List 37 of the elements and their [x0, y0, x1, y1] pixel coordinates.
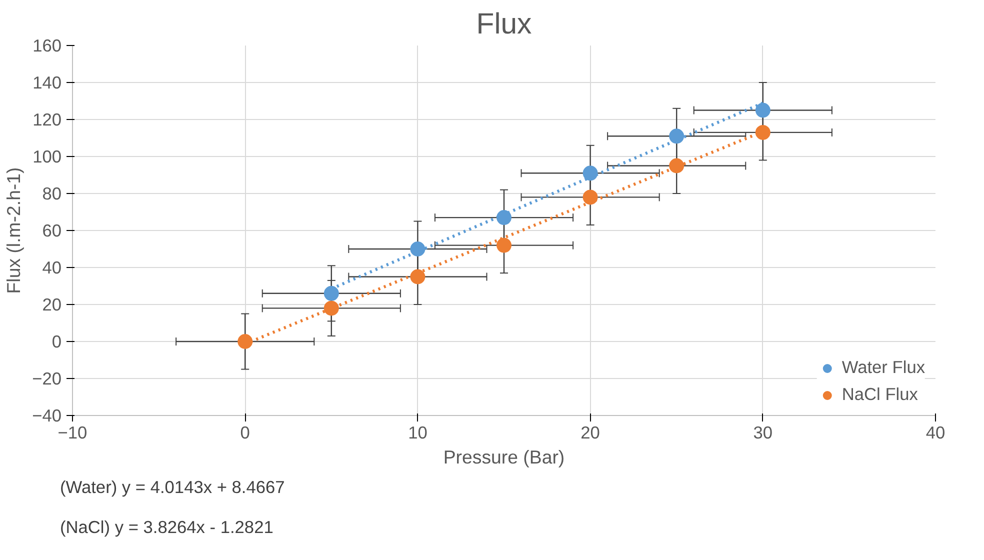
point [669, 128, 684, 144]
point [582, 190, 598, 205]
y-tick-label: 60 [42, 220, 62, 240]
point [755, 124, 770, 140]
point [324, 286, 339, 301]
x-tick-label: 10 [408, 422, 428, 442]
point [669, 158, 684, 174]
y-tick-label: 40 [42, 258, 62, 278]
y-tick-label: −20 [32, 368, 62, 388]
x-tick-label: −10 [58, 422, 88, 442]
y-tick-label: 160 [32, 36, 62, 56]
legend-label: Water Flux [842, 357, 925, 378]
y-tick-label: 140 [32, 72, 62, 92]
text: (NaCl) y = 3.8264x - 1.2821 [60, 516, 274, 539]
point [324, 300, 339, 316]
x-tick-label: 20 [580, 422, 600, 442]
point [410, 242, 426, 256]
y-tick-label: 100 [32, 146, 62, 166]
x-tick-label: 0 [240, 422, 250, 442]
x-tick-label: 40 [926, 422, 946, 442]
x-tick-label: 30 [753, 422, 773, 442]
text: (Water) y = 4.0143x + 8.4667 [60, 476, 285, 499]
chart-title: Flux [476, 8, 532, 40]
point [582, 166, 598, 181]
y-axis-title: Flux (l.m-2.h-1) [3, 167, 24, 294]
y-tick-label: 0 [52, 332, 62, 352]
point [755, 102, 770, 118]
legend-label: NaCl Flux [842, 384, 918, 405]
y-tick-label: 80 [42, 184, 62, 204]
point [496, 210, 512, 226]
y-tick-label: 20 [42, 294, 62, 314]
point [238, 334, 253, 349]
point [496, 238, 512, 253]
y-tick-label: 120 [32, 110, 62, 130]
x-axis-title: Pressure (Bar) [443, 446, 565, 468]
y-tick-label: −40 [32, 406, 62, 426]
point [410, 269, 426, 284]
